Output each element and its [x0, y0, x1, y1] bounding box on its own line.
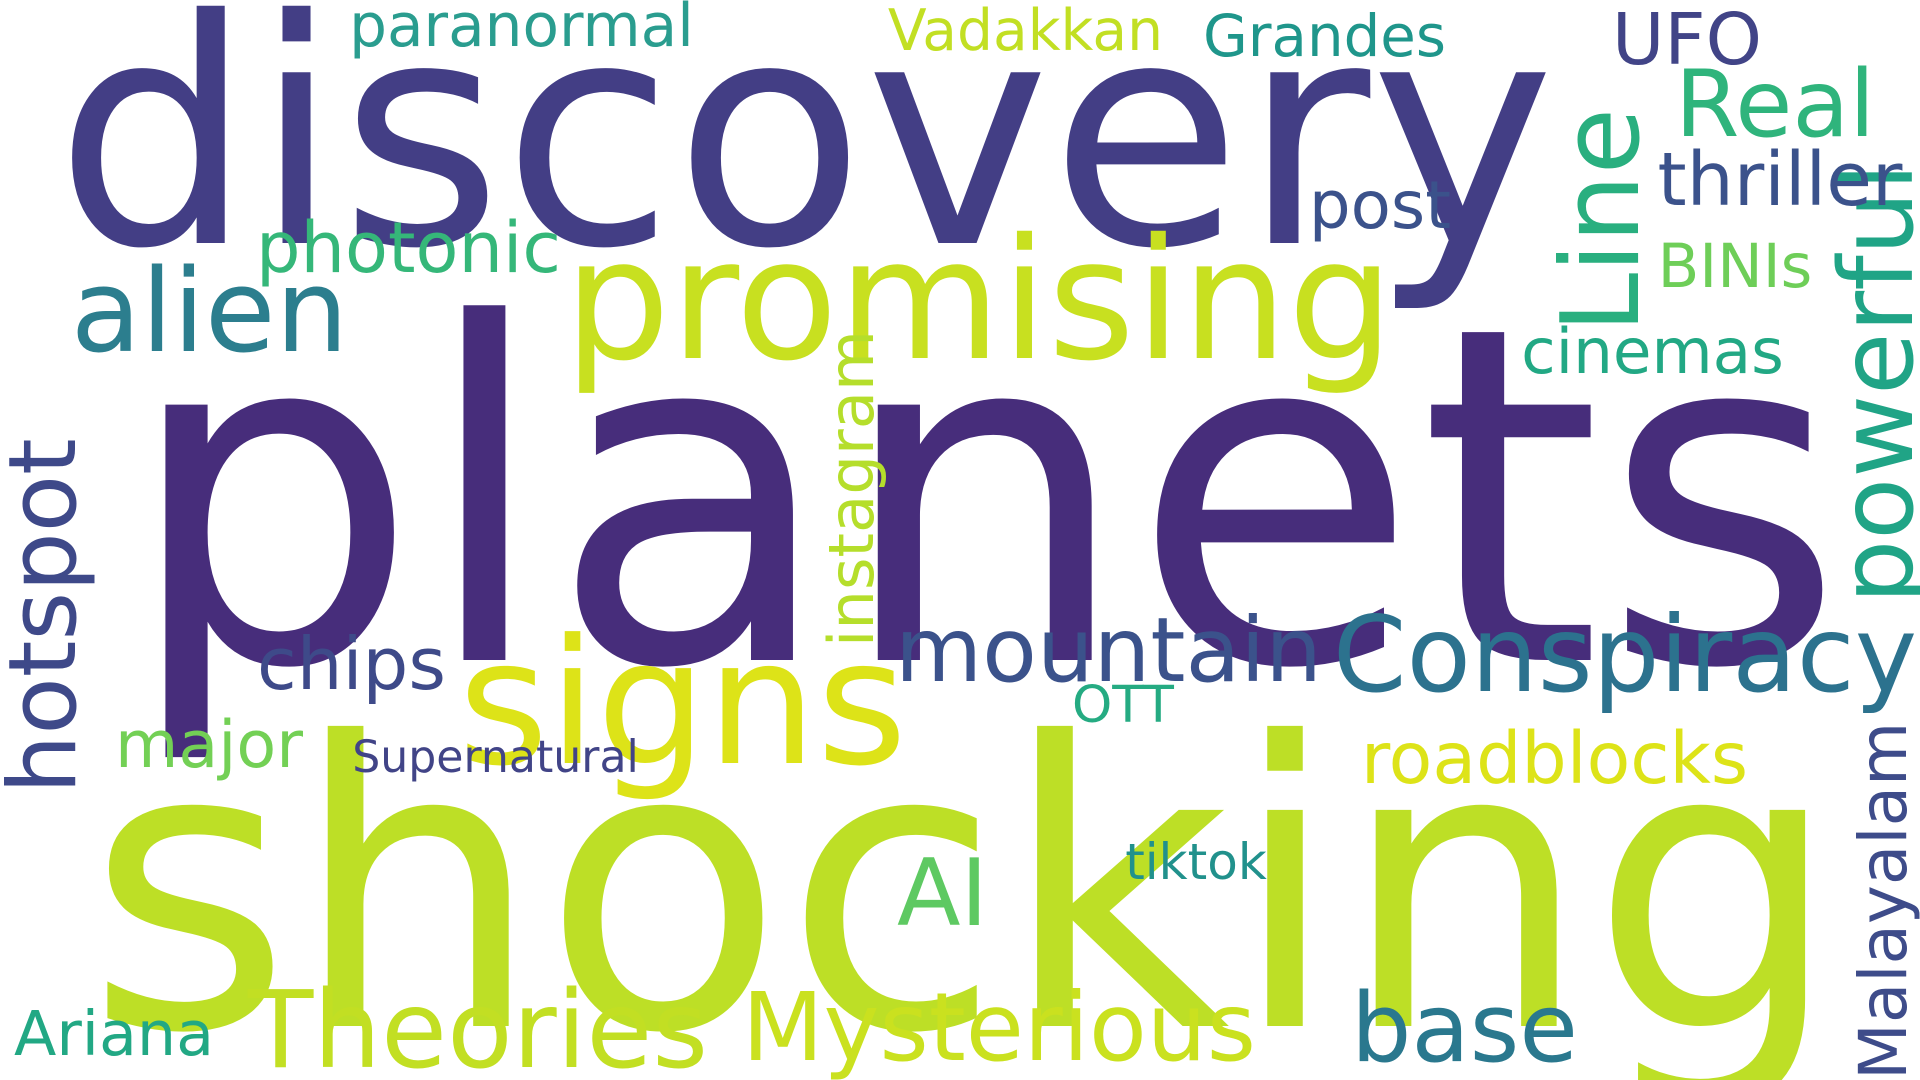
word-signs: signs [458, 601, 908, 804]
word-malayalam: Malayalam [1844, 721, 1920, 1080]
word-chips: chips [257, 622, 446, 707]
word-mountain: mountain [895, 598, 1322, 703]
word-line: Line [1539, 107, 1664, 333]
word-major: major [115, 708, 303, 783]
word-binis: BINIs [1657, 232, 1813, 303]
word-shocking: shocking [86, 659, 1841, 1080]
word-thriller: thriller [1657, 136, 1903, 224]
word-photonic: photonic [256, 207, 562, 290]
word-real: Real [1675, 50, 1876, 159]
word-tiktok: tiktok [1125, 832, 1267, 891]
word-base: base [1351, 974, 1578, 1080]
word-promising: promising [564, 203, 1394, 399]
word-conspiracy: Conspiracy [1332, 593, 1918, 717]
word-post: post [1308, 166, 1451, 244]
word-vadakkan: Vadakkan [887, 0, 1164, 65]
word-ufo: UFO [1612, 0, 1762, 82]
word-hotspot: hotspot [0, 438, 99, 794]
word-ariana: Ariana [14, 998, 215, 1070]
word-supernatural: Supernatural [352, 732, 639, 784]
word-ott: OTT [1072, 675, 1174, 736]
word-alien: alien [70, 245, 349, 380]
word-cinemas: cinemas [1521, 314, 1784, 388]
word-ai: AI [897, 839, 988, 947]
word-mysterious: Mysterious [742, 972, 1256, 1080]
word-roadblocks: roadblocks [1360, 717, 1749, 801]
word-planets: planets [123, 227, 1846, 771]
word-theories: Theories [247, 969, 709, 1080]
word-discovery: discovery [54, 0, 1556, 317]
word-powerful: powerful [1817, 162, 1920, 604]
word-instagram: instagram [814, 330, 888, 647]
word-paranormal: paranormal [349, 0, 694, 61]
word-grandes: Grandes [1203, 1, 1446, 70]
